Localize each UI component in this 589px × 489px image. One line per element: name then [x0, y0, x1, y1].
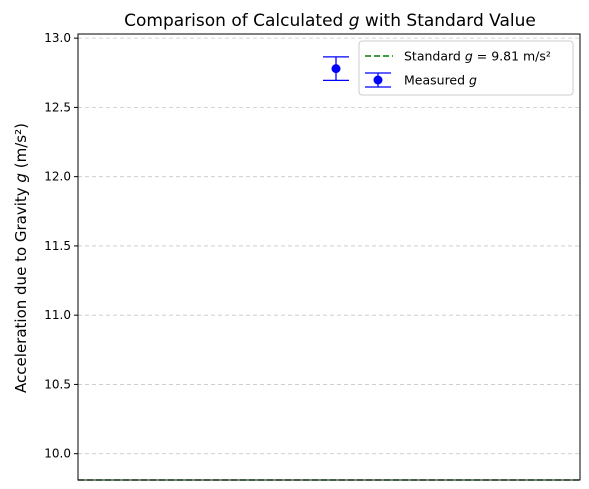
- legend-measured-marker: [373, 75, 383, 85]
- y-tick-label: 12.5: [44, 100, 71, 114]
- y-tick-label: 13.0: [44, 31, 71, 45]
- plot-area-frame: [77, 33, 581, 481]
- legend-measured-label-symbol: g: [469, 73, 477, 88]
- legend-box: [358, 40, 574, 96]
- legend-standard-label-part-1: Standard: [404, 49, 465, 64]
- y-axis-label: Acceleration due to Gravity g (m/s²): [12, 123, 30, 393]
- y-axis-label-part-2: (m/s²): [12, 123, 30, 173]
- legend-measured-label-part-1: Measured: [404, 73, 469, 88]
- y-axis-ticks: 10.0 10.5 11.0 11.5 12.0 12.5 13.0: [44, 31, 78, 461]
- legend: Standard g = 9.81 m/s² Measured g: [358, 40, 574, 96]
- legend-measured-swatch: [365, 72, 391, 88]
- y-axis-label-part-1: Acceleration due to Gravity: [12, 183, 30, 393]
- y-tick-label: 11.5: [44, 239, 71, 253]
- chart-title-part-1: Comparison of Calculated: [124, 11, 349, 31]
- y-tick-label: 12.0: [44, 170, 71, 184]
- legend-standard-label-part-2: = 9.81 m/s²: [473, 49, 551, 64]
- chart-title-symbol: g: [349, 11, 360, 31]
- measured-g-point: [331, 64, 341, 74]
- y-tick-label: 10.5: [44, 377, 71, 391]
- chart-title: Comparison of Calculated g with Standard…: [124, 11, 536, 31]
- legend-measured-label: Measured g: [404, 73, 477, 88]
- chart-title-part-2: with Standard Value: [360, 11, 536, 31]
- legend-standard-label: Standard g = 9.81 m/s²: [404, 49, 551, 64]
- legend-standard-label-symbol: g: [465, 49, 473, 64]
- y-axis-label-symbol: g: [12, 173, 30, 183]
- y-tick-label: 10.0: [44, 447, 71, 461]
- y-tick-label: 11.0: [44, 308, 71, 322]
